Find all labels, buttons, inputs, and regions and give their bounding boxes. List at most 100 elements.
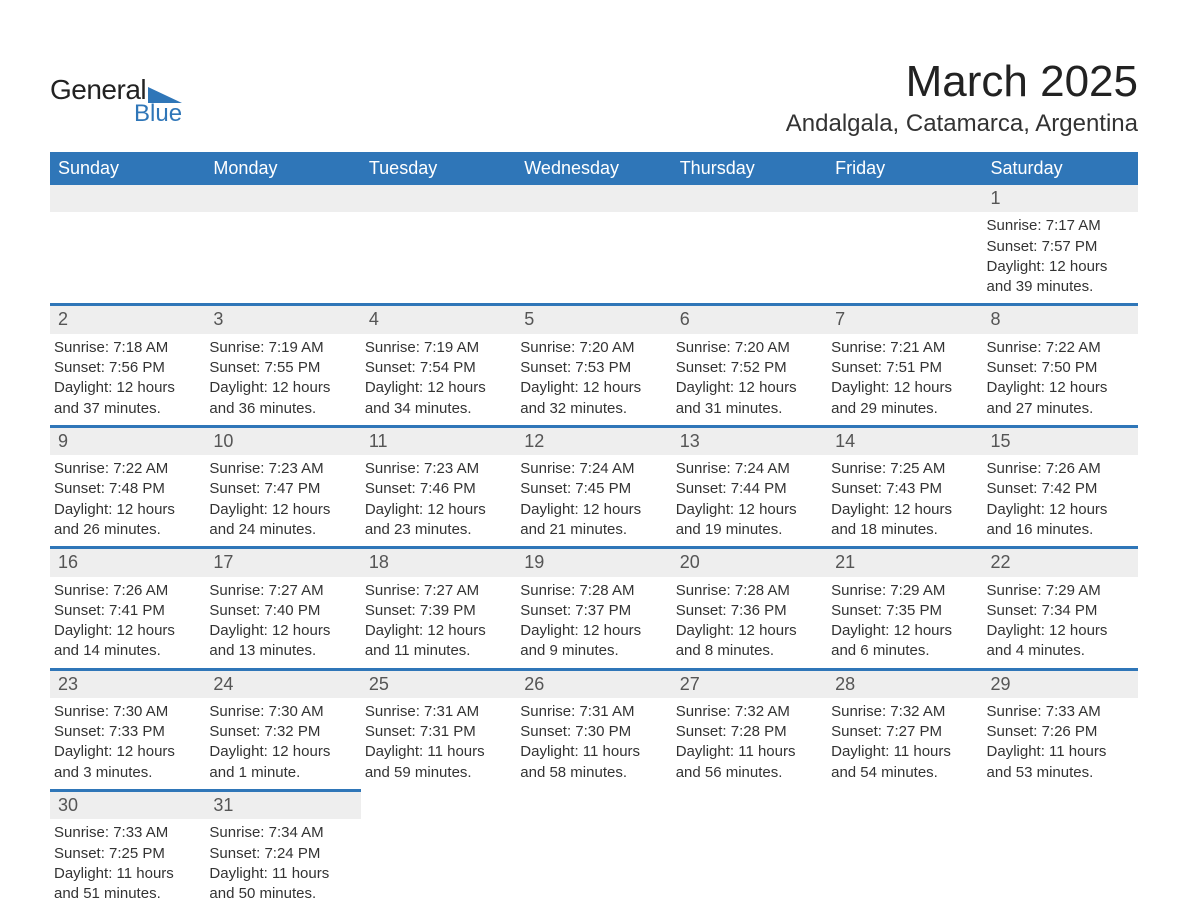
calendar-cell: 5Sunrise: 7:20 AMSunset: 7:53 PMDaylight… xyxy=(516,305,671,426)
calendar-row: 30Sunrise: 7:33 AMSunset: 7:25 PMDayligh… xyxy=(50,790,1138,910)
header: General Blue March 2025 Andalgala, Catam… xyxy=(50,60,1138,138)
day-content: Sunrise: 7:33 AMSunset: 7:26 PMDaylight:… xyxy=(983,698,1138,789)
calendar-cell: 14Sunrise: 7:25 AMSunset: 7:43 PMDayligh… xyxy=(827,426,982,547)
sunrise-text: Sunrise: 7:17 AM xyxy=(987,216,1130,236)
day-number: 9 xyxy=(50,428,205,455)
day-number: 22 xyxy=(983,549,1138,576)
sunset-text: Sunset: 7:48 PM xyxy=(54,479,197,499)
sunrise-text: Sunrise: 7:27 AM xyxy=(209,581,352,601)
weekday-header: Tuesday xyxy=(361,152,516,185)
sunset-text: Sunset: 7:57 PM xyxy=(987,237,1130,257)
day-content-empty xyxy=(672,212,827,292)
calendar-cell xyxy=(50,185,205,305)
day-content-empty xyxy=(205,212,360,292)
calendar-cell: 16Sunrise: 7:26 AMSunset: 7:41 PMDayligh… xyxy=(50,548,205,669)
day-content: Sunrise: 7:22 AMSunset: 7:50 PMDaylight:… xyxy=(983,334,1138,425)
calendar-cell: 21Sunrise: 7:29 AMSunset: 7:35 PMDayligh… xyxy=(827,548,982,669)
day-content: Sunrise: 7:24 AMSunset: 7:44 PMDaylight:… xyxy=(672,455,827,546)
calendar-cell: 11Sunrise: 7:23 AMSunset: 7:46 PMDayligh… xyxy=(361,426,516,547)
sunrise-text: Sunrise: 7:23 AM xyxy=(365,459,508,479)
day-number: 27 xyxy=(672,671,827,698)
sunrise-text: Sunrise: 7:30 AM xyxy=(54,702,197,722)
daylight-text: Daylight: 11 hours and 59 minutes. xyxy=(365,742,508,783)
day-content: Sunrise: 7:29 AMSunset: 7:35 PMDaylight:… xyxy=(827,577,982,668)
sunrise-text: Sunrise: 7:19 AM xyxy=(209,338,352,358)
day-number-empty xyxy=(672,790,827,817)
sunrise-text: Sunrise: 7:28 AM xyxy=(520,581,663,601)
calendar-cell: 15Sunrise: 7:26 AMSunset: 7:42 PMDayligh… xyxy=(983,426,1138,547)
sunset-text: Sunset: 7:33 PM xyxy=(54,722,197,742)
day-content: Sunrise: 7:30 AMSunset: 7:33 PMDaylight:… xyxy=(50,698,205,789)
day-content: Sunrise: 7:26 AMSunset: 7:41 PMDaylight:… xyxy=(50,577,205,668)
day-number-empty xyxy=(516,185,671,212)
weekday-header: Thursday xyxy=(672,152,827,185)
calendar-cell: 13Sunrise: 7:24 AMSunset: 7:44 PMDayligh… xyxy=(672,426,827,547)
day-number: 20 xyxy=(672,549,827,576)
page-root: General Blue March 2025 Andalgala, Catam… xyxy=(0,0,1188,918)
day-content: Sunrise: 7:28 AMSunset: 7:36 PMDaylight:… xyxy=(672,577,827,668)
sunset-text: Sunset: 7:27 PM xyxy=(831,722,974,742)
sunrise-text: Sunrise: 7:32 AM xyxy=(676,702,819,722)
sunrise-text: Sunrise: 7:33 AM xyxy=(987,702,1130,722)
calendar-cell xyxy=(983,790,1138,910)
sunrise-text: Sunrise: 7:21 AM xyxy=(831,338,974,358)
sunset-text: Sunset: 7:46 PM xyxy=(365,479,508,499)
day-content: Sunrise: 7:19 AMSunset: 7:54 PMDaylight:… xyxy=(361,334,516,425)
weekday-header-row: SundayMondayTuesdayWednesdayThursdayFrid… xyxy=(50,152,1138,185)
day-number: 25 xyxy=(361,671,516,698)
day-content-empty xyxy=(672,817,827,897)
calendar-cell: 2Sunrise: 7:18 AMSunset: 7:56 PMDaylight… xyxy=(50,305,205,426)
sunset-text: Sunset: 7:42 PM xyxy=(987,479,1130,499)
day-content: Sunrise: 7:21 AMSunset: 7:51 PMDaylight:… xyxy=(827,334,982,425)
daylight-text: Daylight: 12 hours and 4 minutes. xyxy=(987,621,1130,662)
daylight-text: Daylight: 12 hours and 8 minutes. xyxy=(676,621,819,662)
calendar-cell xyxy=(516,185,671,305)
day-content: Sunrise: 7:17 AMSunset: 7:57 PMDaylight:… xyxy=(983,212,1138,303)
calendar-cell xyxy=(361,185,516,305)
calendar-cell xyxy=(827,185,982,305)
day-number-empty xyxy=(983,790,1138,817)
day-number-empty xyxy=(827,185,982,212)
daylight-text: Daylight: 12 hours and 6 minutes. xyxy=(831,621,974,662)
sunset-text: Sunset: 7:40 PM xyxy=(209,601,352,621)
calendar-cell xyxy=(361,790,516,910)
day-content: Sunrise: 7:20 AMSunset: 7:53 PMDaylight:… xyxy=(516,334,671,425)
sunrise-text: Sunrise: 7:20 AM xyxy=(520,338,663,358)
day-content-empty xyxy=(361,817,516,897)
day-number: 30 xyxy=(50,792,205,819)
daylight-text: Daylight: 12 hours and 21 minutes. xyxy=(520,500,663,541)
weekday-header: Wednesday xyxy=(516,152,671,185)
logo-text-blue: Blue xyxy=(134,100,182,128)
sunrise-text: Sunrise: 7:29 AM xyxy=(987,581,1130,601)
day-number: 2 xyxy=(50,306,205,333)
day-content: Sunrise: 7:19 AMSunset: 7:55 PMDaylight:… xyxy=(205,334,360,425)
sunrise-text: Sunrise: 7:33 AM xyxy=(54,823,197,843)
sunset-text: Sunset: 7:24 PM xyxy=(209,844,352,864)
day-content-empty xyxy=(983,817,1138,897)
daylight-text: Daylight: 12 hours and 31 minutes. xyxy=(676,378,819,419)
daylight-text: Daylight: 11 hours and 53 minutes. xyxy=(987,742,1130,783)
sunrise-text: Sunrise: 7:23 AM xyxy=(209,459,352,479)
sunset-text: Sunset: 7:51 PM xyxy=(831,358,974,378)
daylight-text: Daylight: 12 hours and 14 minutes. xyxy=(54,621,197,662)
weekday-header: Saturday xyxy=(983,152,1138,185)
day-content: Sunrise: 7:20 AMSunset: 7:52 PMDaylight:… xyxy=(672,334,827,425)
daylight-text: Daylight: 12 hours and 11 minutes. xyxy=(365,621,508,662)
day-number: 28 xyxy=(827,671,982,698)
sunrise-text: Sunrise: 7:20 AM xyxy=(676,338,819,358)
day-content: Sunrise: 7:27 AMSunset: 7:39 PMDaylight:… xyxy=(361,577,516,668)
sunrise-text: Sunrise: 7:19 AM xyxy=(365,338,508,358)
sunrise-text: Sunrise: 7:26 AM xyxy=(987,459,1130,479)
daylight-text: Daylight: 12 hours and 29 minutes. xyxy=(831,378,974,419)
sunrise-text: Sunrise: 7:22 AM xyxy=(54,459,197,479)
daylight-text: Daylight: 12 hours and 3 minutes. xyxy=(54,742,197,783)
day-content: Sunrise: 7:29 AMSunset: 7:34 PMDaylight:… xyxy=(983,577,1138,668)
day-content: Sunrise: 7:33 AMSunset: 7:25 PMDaylight:… xyxy=(50,819,205,910)
sunrise-text: Sunrise: 7:34 AM xyxy=(209,823,352,843)
sunset-text: Sunset: 7:37 PM xyxy=(520,601,663,621)
day-number: 7 xyxy=(827,306,982,333)
day-number-empty xyxy=(827,790,982,817)
day-content: Sunrise: 7:32 AMSunset: 7:27 PMDaylight:… xyxy=(827,698,982,789)
day-number-empty xyxy=(516,790,671,817)
header-right: March 2025 Andalgala, Catamarca, Argenti… xyxy=(786,60,1138,138)
